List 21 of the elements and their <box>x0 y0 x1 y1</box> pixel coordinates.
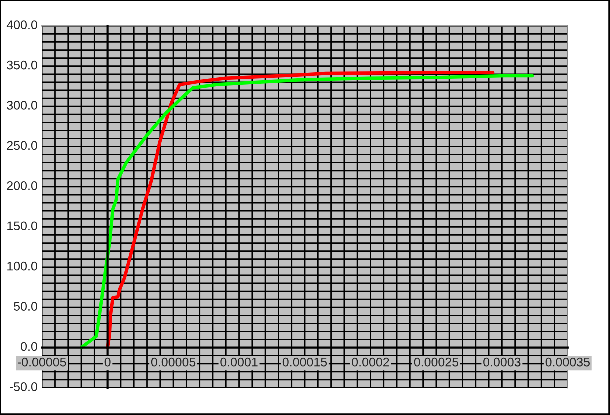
x-tick-label: 0.0002 <box>352 358 390 367</box>
x-tick-label: 0.00005 <box>151 358 196 367</box>
y-tick-label: 350.0 <box>7 60 38 70</box>
y-tick-label: 150.0 <box>8 222 38 231</box>
y-tick-label: 300.0 <box>7 101 38 110</box>
x-tick-label: 0.0003 <box>484 358 521 367</box>
x-tick-label: 0.0001 <box>220 358 258 367</box>
y-tick-label: 400.0 <box>6 20 38 30</box>
y-tick-label: 200.0 <box>7 181 38 190</box>
y-tick-label: 100.0 <box>8 262 38 271</box>
line-series <box>80 74 534 350</box>
x-tick-label: 0 <box>104 358 111 367</box>
y-tick-label: -50.0 <box>10 382 38 392</box>
line-series <box>106 71 495 350</box>
x-tick-label: 0.00015 <box>282 358 328 367</box>
y-tick-label: 50.0 <box>14 302 38 311</box>
x-tick-label: 0.00025 <box>414 358 459 367</box>
x-tick-label: -0.00005 <box>18 358 66 367</box>
y-tick-label: 250.0 <box>7 141 38 150</box>
y-tick-label: 0.0 <box>21 342 38 352</box>
x-tick-label: 0.00035 <box>546 358 590 367</box>
